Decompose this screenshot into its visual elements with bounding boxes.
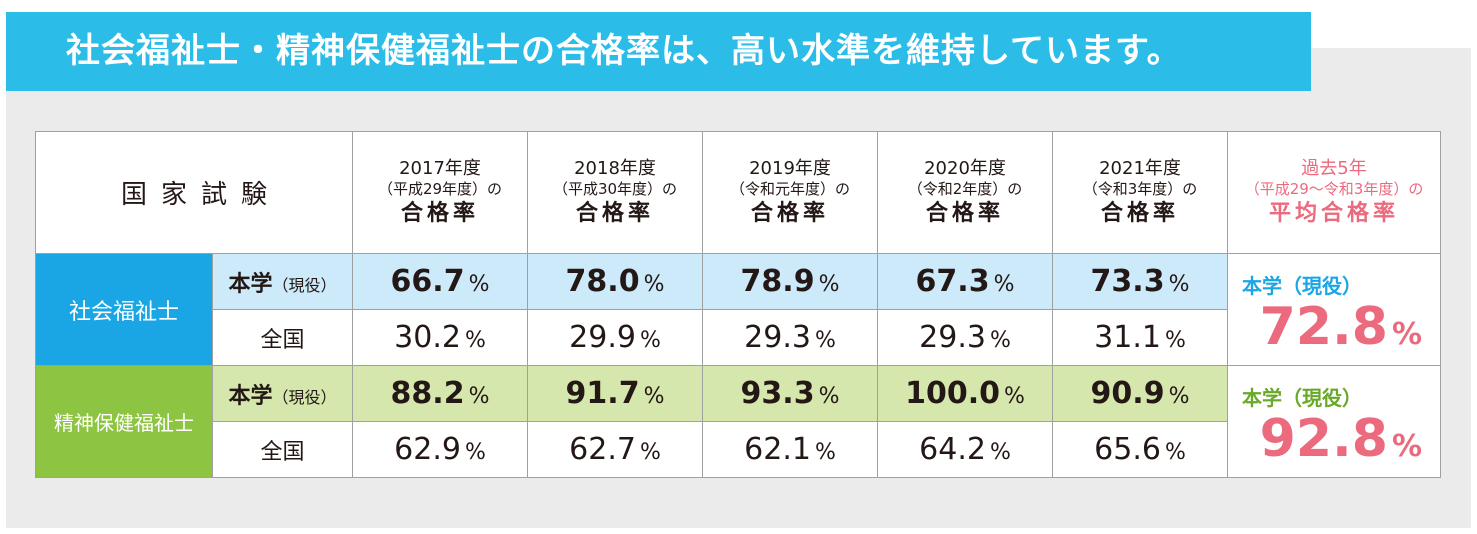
rate-label: 合格率: [926, 200, 1005, 226]
rate-label: 合格率: [401, 200, 480, 226]
era-label: （令和元年度）の: [730, 180, 851, 199]
avg-label: 本学（現役）: [1242, 274, 1363, 298]
avg-header-line2: （平成29〜令和3年度）の: [1244, 180, 1424, 199]
rate-cell: 67.3%: [877, 253, 1054, 310]
rate-cell: 29.3%: [877, 309, 1054, 366]
header-row: 国家試験 2017年度 （平成29年度）の 合格率 2018年度 （平成30年度…: [34, 131, 1442, 254]
year-header: 2020年度 （令和2年度）の 合格率: [877, 131, 1054, 254]
rate-label: 合格率: [751, 200, 830, 226]
rate-cell: 90.9%: [1052, 365, 1229, 422]
era-label: （平成30年度）の: [552, 180, 678, 199]
group-label-social: 社会福祉士: [35, 253, 213, 366]
row-label-school: 本学（現役）: [211, 253, 354, 310]
exam-header: 国家試験: [34, 131, 354, 254]
avg-header-line3: 平均合格率: [1269, 200, 1400, 226]
year-header: 2021年度 （令和3年度）の 合格率: [1052, 131, 1229, 254]
social-national-row: 全国 30.2% 29.9% 29.3% 29.3% 31.1%: [36, 309, 1441, 366]
year-header: 2018年度 （平成30年度）の 合格率: [527, 131, 704, 254]
rate-cell: 73.3%: [1052, 253, 1229, 310]
row-label-school: 本学（現役）: [211, 365, 354, 422]
page-title: 社会福祉士・精神保健福祉士の合格率は、高い水準を維持しています。: [6, 12, 1311, 91]
rate-cell: 78.0%: [527, 253, 704, 310]
avg-value: 92.8%: [1259, 409, 1423, 469]
rate-cell: 62.7%: [527, 421, 704, 478]
rate-label: 合格率: [576, 200, 655, 226]
rate-cell: 64.2%: [877, 421, 1054, 478]
rate-cell: 65.6%: [1052, 421, 1229, 478]
rate-cell: 93.3%: [702, 365, 879, 422]
pass-rate-table: 国家試験 2017年度 （平成29年度）の 合格率 2018年度 （平成30年度…: [34, 131, 1442, 478]
rate-cell: 29.3%: [702, 309, 879, 366]
avg-label: 本学（現役）: [1242, 386, 1363, 410]
year-header: 2019年度 （令和元年度）の 合格率: [702, 131, 879, 254]
year-label: 2019年度: [749, 157, 831, 179]
era-label: （令和2年度）の: [907, 180, 1023, 199]
year-label: 2018年度: [574, 157, 656, 179]
rate-cell: 29.9%: [527, 309, 704, 366]
era-label: （平成29年度）の: [377, 180, 503, 199]
era-label: （令和3年度）の: [1082, 180, 1198, 199]
row-label-national: 全国: [211, 421, 354, 478]
year-label: 2020年度: [924, 157, 1006, 179]
rate-cell: 100.0%: [877, 365, 1054, 422]
rate-cell: 62.9%: [352, 421, 529, 478]
year-label: 2021年度: [1099, 157, 1181, 179]
year-header: 2017年度 （平成29年度）の 合格率: [352, 131, 529, 254]
rate-cell: 62.1%: [702, 421, 879, 478]
year-label: 2017年度: [399, 157, 481, 179]
avg-header-line1: 過去5年: [1301, 157, 1367, 179]
rate-cell: 91.7%: [527, 365, 704, 422]
social-school-row: 社会福祉士 本学（現役） 66.7% 78.0% 78.9% 67.3% 73.…: [35, 253, 1442, 366]
rate-cell: 88.2%: [352, 365, 529, 422]
average-cell-social: 本学（現役） 72.8%: [1227, 253, 1442, 366]
avg-value: 72.8%: [1259, 297, 1423, 357]
average-header: 過去5年 （平成29〜令和3年度）の 平均合格率: [1227, 131, 1442, 254]
average-cell-psych: 本学（現役） 92.8%: [1227, 365, 1442, 478]
psych-national-row: 全国 62.9% 62.7% 62.1% 64.2% 65.6%: [36, 421, 1441, 478]
row-label-national: 全国: [211, 309, 354, 366]
rate-cell: 78.9%: [702, 253, 879, 310]
rate-cell: 30.2%: [352, 309, 529, 366]
rate-cell: 31.1%: [1052, 309, 1229, 366]
psych-school-row: 精神保健福祉士 本学（現役） 88.2% 91.7% 93.3% 100.0% …: [35, 365, 1442, 478]
rate-label: 合格率: [1101, 200, 1180, 226]
group-label-psych: 精神保健福祉士: [35, 365, 213, 478]
rate-cell: 66.7%: [352, 253, 529, 310]
